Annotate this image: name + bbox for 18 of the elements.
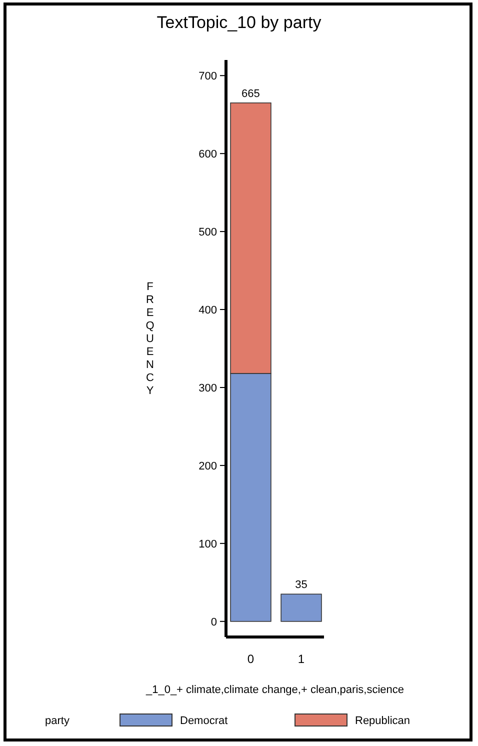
- bar: [280, 594, 322, 622]
- y-tick-label: 700: [198, 70, 217, 82]
- legend-label: Republican: [355, 715, 410, 727]
- y-tick-label: 100: [198, 538, 217, 550]
- y-tick-label: 200: [198, 460, 217, 472]
- total-label: 35: [295, 579, 308, 592]
- text: FREQUENCY: [146, 281, 154, 397]
- y-tick-label: 400: [198, 304, 217, 316]
- legend-title: party: [45, 715, 70, 727]
- x-tick-label: 1: [298, 652, 305, 666]
- y-tick-label: 600: [198, 148, 217, 160]
- total-label: 665: [242, 88, 260, 100]
- y-tick-label: 300: [198, 382, 217, 394]
- y-tick-label: 500: [198, 226, 217, 238]
- chart-title: TextTopic_10 by party: [156, 13, 322, 32]
- y-tick-label: 0: [210, 616, 217, 628]
- x-axis-title: _1_0_+ climate,climate change,+ clean,paris,science: [144, 684, 404, 696]
- legend-label: Democrat: [180, 715, 228, 727]
